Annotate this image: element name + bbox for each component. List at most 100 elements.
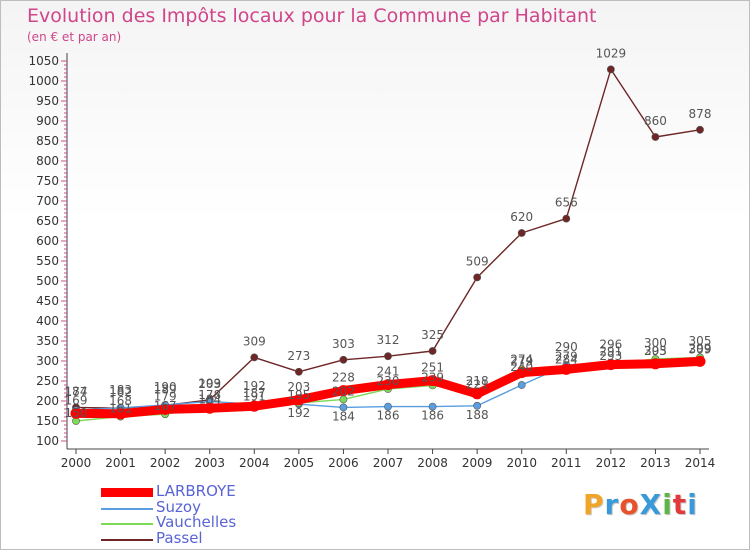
- point-larbroye: [293, 394, 305, 406]
- y-tick-label: 500: [36, 274, 59, 288]
- x-tick-label: 2008: [417, 456, 448, 470]
- y-tick-label: 250: [36, 374, 59, 388]
- point-passel: [696, 125, 704, 134]
- data-label-passel: 325: [421, 328, 444, 342]
- point-larbroye: [694, 355, 706, 367]
- point-passel: [651, 133, 660, 141]
- y-tick-label: 1050: [28, 54, 59, 68]
- x-tick-label: 2009: [462, 456, 493, 470]
- data-label-suzoy: 192: [287, 406, 310, 420]
- data-label-suzoy: 199: [198, 376, 221, 390]
- point-passel: [562, 214, 571, 223]
- chart-title: Evolution des Impôts locaux pour la Comm…: [27, 5, 597, 27]
- data-label-larbroye: 169: [65, 393, 88, 407]
- data-label-suzoy: 188: [466, 408, 489, 422]
- data-label-suzoy: 296: [599, 338, 622, 352]
- data-label-vauchelles: 202: [332, 384, 355, 398]
- x-tick-label: 2014: [685, 456, 716, 470]
- legend-swatch-suzoy: [101, 507, 153, 510]
- data-label-larbroye: 293: [644, 344, 667, 358]
- data-label-vauchelles: 167: [154, 399, 177, 413]
- legend-label-larbroye: LARBROYE: [156, 482, 236, 500]
- data-label-larbroye: 228: [332, 371, 355, 385]
- point-suzoy: [339, 403, 348, 412]
- data-label-vauchelles: 221: [466, 378, 489, 392]
- point-larbroye: [649, 358, 661, 370]
- point-passel: [473, 273, 482, 282]
- x-tick-label: 2013: [640, 456, 671, 470]
- data-label-vauchelles: 239: [421, 370, 444, 384]
- data-label-larbroye: 187: [243, 386, 266, 400]
- data-label-larbroye: 179: [154, 389, 177, 403]
- point-passel: [250, 353, 259, 362]
- x-tick-label: 2012: [596, 456, 627, 470]
- data-label-suzoy: 240: [510, 360, 533, 374]
- point-larbroye: [70, 407, 82, 419]
- point-larbroye: [560, 363, 572, 375]
- point-larbroye: [248, 400, 260, 412]
- y-tick-label: 850: [36, 134, 59, 148]
- data-label-suzoy: 305: [689, 334, 712, 348]
- data-label-passel: 878: [689, 107, 712, 121]
- y-tick-label: 350: [36, 334, 59, 348]
- data-label-suzoy: 184: [332, 409, 355, 423]
- x-tick-label: 2010: [506, 456, 537, 470]
- data-label-suzoy: 183: [109, 383, 132, 397]
- point-larbroye: [159, 403, 171, 415]
- point-suzoy: [473, 401, 482, 410]
- point-larbroye: [471, 388, 483, 400]
- x-tick-label: 2004: [239, 456, 270, 470]
- data-label-suzoy: 300: [644, 336, 667, 350]
- y-tick-label: 450: [36, 294, 59, 308]
- data-label-larbroye: 274: [510, 353, 533, 367]
- data-label-passel: 184: [65, 384, 88, 398]
- data-label-larbroye: 178: [198, 388, 221, 402]
- x-tick-label: 2011: [551, 456, 582, 470]
- data-label-suzoy: 186: [421, 409, 444, 423]
- point-suzoy: [428, 402, 437, 411]
- x-tick-label: 2003: [194, 456, 225, 470]
- data-label-vauchelles: 150: [65, 406, 88, 420]
- data-label-larbroye: 299: [689, 341, 712, 355]
- data-label-larbroye: 251: [421, 361, 444, 375]
- data-label-suzoy: 186: [377, 409, 400, 423]
- y-tick-label: 300: [36, 354, 59, 368]
- y-tick-label: 600: [36, 234, 59, 248]
- data-label-passel: 620: [510, 210, 533, 224]
- data-label-vauchelles: 184: [198, 392, 221, 406]
- data-label-vauchelles: 293: [599, 349, 622, 363]
- data-label-suzoy: 177: [65, 385, 88, 399]
- data-label-suzoy: 192: [243, 379, 266, 393]
- data-label-larbroye: 291: [599, 345, 622, 359]
- data-label-passel: 203: [198, 377, 221, 391]
- y-tick-label: 700: [36, 194, 59, 208]
- legend-swatch-vauchelles: [101, 523, 153, 525]
- data-label-vauchelles: 309: [689, 342, 712, 356]
- proxiti-logo: ProXiti: [583, 488, 698, 521]
- point-larbroye: [337, 385, 349, 397]
- legend-swatch-passel: [101, 538, 153, 541]
- line-chart: 100 150 200 250 300 350 400 450 500 550 600 650 700 7…: [28, 46, 716, 470]
- point-larbroye: [115, 408, 127, 420]
- data-label-passel: 309: [243, 334, 266, 348]
- data-label-passel: 1029: [596, 46, 627, 60]
- data-label-passel: 273: [287, 349, 310, 363]
- data-label-larbroye: 218: [466, 374, 489, 388]
- point-passel: [517, 229, 526, 237]
- legend-label-vauchelles: Vauchelles: [156, 513, 237, 531]
- data-label-passel: 182: [109, 385, 132, 399]
- point-passel: [606, 65, 615, 74]
- data-label-suzoy: 290: [555, 340, 578, 354]
- y-tick-label: 200: [36, 394, 59, 408]
- x-tick-label: 2001: [105, 456, 136, 470]
- y-tick-label: 400: [36, 314, 59, 328]
- point-passel: [294, 367, 303, 376]
- y-tick-label: 650: [36, 214, 59, 228]
- data-label-larbroye: 279: [555, 349, 578, 363]
- data-label-passel: 509: [466, 254, 489, 268]
- data-label-vauchelles: 195: [287, 388, 310, 402]
- point-larbroye: [427, 375, 439, 387]
- point-larbroye: [204, 402, 216, 414]
- y-tick-label: 750: [36, 174, 59, 188]
